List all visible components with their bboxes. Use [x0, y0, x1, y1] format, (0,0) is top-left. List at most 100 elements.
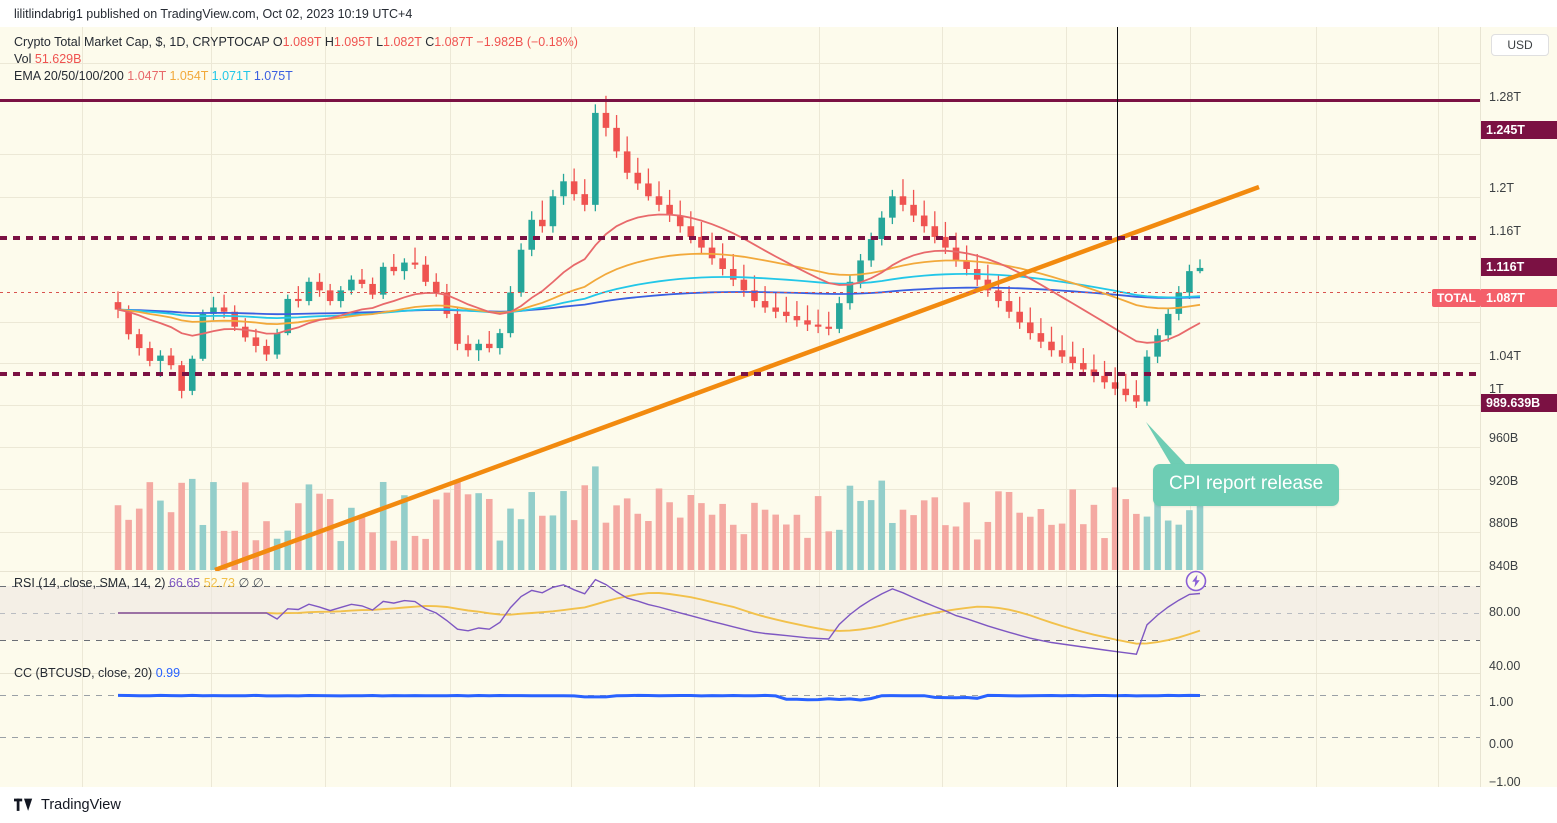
chart-canvas[interactable]: CPI report release 2023 Feb Mar Apr May …	[0, 27, 1480, 787]
tradingview-wordmark: TradingView	[41, 797, 121, 813]
currency-button[interactable]: USD	[1491, 34, 1549, 56]
legend-ema20-value: 1.047T	[127, 69, 166, 83]
tradingview-logo-icon	[14, 798, 33, 811]
rsi-upper-bound-line	[0, 586, 1480, 587]
gridline-horizontal	[0, 154, 1480, 155]
price-tick: 1T	[1489, 382, 1504, 396]
reference-line-last-price	[0, 292, 1480, 293]
price-tick: 960B	[1489, 431, 1519, 445]
gridline-vertical	[819, 27, 820, 787]
price-badge-1245t: 1.245T	[1481, 121, 1557, 139]
price-tick: 0.00	[1489, 737, 1514, 751]
price-tick: 1.16T	[1489, 224, 1521, 238]
price-tick: 1.28T	[1489, 90, 1521, 104]
legend-volume-label: Vol	[14, 52, 32, 66]
price-tick: 840B	[1489, 559, 1519, 573]
legend-volume-value: 51.629B	[34, 52, 82, 66]
trend-line	[214, 184, 1260, 573]
gridline-horizontal	[0, 63, 1480, 64]
ema-50-line	[117, 252, 1201, 326]
legend-high-value: 1.095T	[333, 35, 373, 49]
price-tick: 920B	[1489, 474, 1519, 488]
rsi-sma-line	[118, 592, 1201, 645]
reference-line-1245t	[0, 99, 1480, 102]
correlation-legend[interactable]: CC (BTCUSD, close, 20) 0.99	[14, 665, 180, 682]
gridline-horizontal	[0, 405, 1480, 406]
price-axis[interactable]: USD 1.28T 1.2T 1.16T 1.04T 1T 960B 920B …	[1480, 27, 1557, 789]
gridline-vertical	[325, 27, 326, 787]
gridline-vertical	[82, 27, 83, 787]
gridline-horizontal	[0, 322, 1480, 323]
gridline-horizontal	[0, 197, 1480, 198]
ema-200-line	[117, 286, 1201, 316]
cc-legend-value: 0.99	[155, 666, 181, 680]
legend-high-label: H	[324, 35, 334, 49]
legend-ema-label: EMA 20/50/100/200	[14, 69, 124, 83]
legend-low-value: 1.082T	[383, 35, 422, 49]
gridline-vertical	[1066, 27, 1067, 787]
legend-open-label: O	[272, 35, 283, 49]
gridline-vertical	[1316, 27, 1317, 787]
price-badge-1116t: 1.116T	[1481, 258, 1557, 276]
rsi-sma-legend-value: 52.73	[203, 576, 235, 590]
price-tick: 880B	[1489, 516, 1519, 530]
reference-line-989b	[0, 372, 1480, 376]
rsi-series-layer	[118, 578, 1201, 655]
rsi-legend[interactable]: RSI (14, close, SMA, 14, 2) 66.65 52.73 …	[14, 575, 264, 592]
legend-low-label: L	[376, 35, 384, 49]
rsi-middle-line	[0, 613, 1480, 614]
rsi-line	[118, 578, 1201, 655]
gridline-vertical	[942, 27, 943, 787]
rsi-lower-bound-line	[0, 640, 1480, 641]
price-tick: 1.2T	[1489, 181, 1515, 195]
price-tick: 80.00	[1489, 605, 1521, 619]
publish-info-bar: lilitlindabrig1 published on TradingView…	[0, 0, 1557, 27]
legend-ema100-value: 1.071T	[211, 69, 251, 83]
rsi-pane	[0, 573, 1480, 673]
candlestick-series	[114, 95, 1204, 408]
rsi-null-value-2: ∅	[252, 576, 264, 590]
legend-symbol[interactable]: Crypto Total Market Cap, $, 1D, CRYPTOCA…	[14, 35, 270, 49]
cc-level-0-line	[0, 737, 1480, 738]
footer-bar: TradingView	[0, 787, 1557, 823]
gridline-vertical	[450, 27, 451, 787]
price-tick: 40.00	[1489, 659, 1521, 673]
price-tick: −1.00	[1489, 775, 1521, 789]
price-badge-989b: 989.639B	[1481, 394, 1557, 412]
cc-legend-label[interactable]: CC (BTCUSD, close, 20)	[14, 666, 153, 680]
gridline-horizontal	[0, 447, 1480, 448]
gridline-vertical	[571, 27, 572, 787]
price-series-layer	[114, 95, 1260, 573]
pane-separator	[0, 673, 1480, 674]
legend-ema50-value: 1.054T	[169, 69, 209, 83]
gridline-vertical	[211, 27, 212, 787]
price-pane	[0, 27, 1480, 592]
gridline-horizontal	[0, 532, 1480, 533]
correlation-line	[117, 693, 1201, 702]
crosshair-vertical-line	[1117, 27, 1118, 787]
gridline-horizontal	[0, 363, 1480, 364]
gridline-horizontal	[0, 489, 1480, 490]
rsi-legend-label[interactable]: RSI (14, close, SMA, 14, 2)	[14, 576, 166, 590]
legend-volume-row: Vol 51.629B	[14, 51, 578, 68]
legend-close-label: C	[425, 35, 435, 49]
rsi-null-value-1: ∅	[238, 576, 250, 590]
gridline-vertical	[694, 27, 695, 787]
legend-ohlc-row: Crypto Total Market Cap, $, 1D, CRYPTOCA…	[14, 34, 578, 51]
reference-line-1116t	[0, 236, 1480, 240]
price-tick: 1.00	[1489, 695, 1514, 709]
pane-separator	[0, 571, 1480, 572]
legend-close-value: 1.087T	[434, 35, 473, 49]
event-lightning-icon[interactable]	[1185, 570, 1207, 597]
publish-info-text: lilitlindabrig1 published on TradingView…	[14, 6, 413, 21]
legend-ema-row[interactable]: EMA 20/50/100/200 1.047T 1.054T 1.071T 1…	[14, 68, 578, 85]
correlation-pane	[0, 675, 1480, 759]
legend-change-value: −1.982B (−0.18%)	[476, 35, 578, 49]
main-legend[interactable]: Crypto Total Market Cap, $, 1D, CRYPTOCA…	[14, 34, 578, 85]
rsi-legend-value: 66.65	[168, 576, 201, 590]
price-tick: 1.04T	[1489, 349, 1521, 363]
gridline-vertical	[1438, 27, 1439, 787]
gridline-vertical	[1190, 27, 1191, 787]
price-badge-last: 1.087T	[1481, 289, 1557, 307]
